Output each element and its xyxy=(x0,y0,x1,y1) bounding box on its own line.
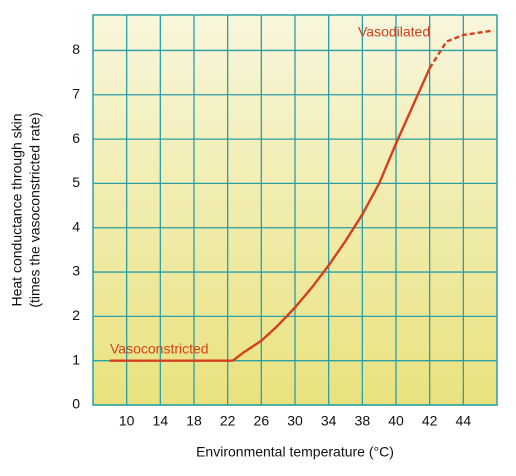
y-tick-label: 4 xyxy=(72,218,80,234)
annotation: Vasoconstricted xyxy=(110,341,209,357)
y-tick-label: 2 xyxy=(72,307,80,323)
x-tick-label: 44 xyxy=(456,413,472,429)
y-tick-label: 8 xyxy=(72,41,80,57)
y-axis-title: (times the vasoconstricted rate) xyxy=(27,112,43,307)
x-tick-label: 34 xyxy=(321,413,337,429)
y-tick-label: 6 xyxy=(72,130,80,146)
x-tick-label: 42 xyxy=(422,413,438,429)
annotation: Vasodilated xyxy=(358,24,430,40)
y-axis-title: Heat conductance through skin xyxy=(9,113,25,306)
line xyxy=(428,29,494,69)
plot-border xyxy=(92,14,498,406)
x-tick-label: 26 xyxy=(254,413,270,429)
x-tick-label: 14 xyxy=(153,413,169,429)
y-tick-label: 3 xyxy=(72,263,80,279)
x-tick-label: 18 xyxy=(186,413,202,429)
x-tick-label: 38 xyxy=(355,413,371,429)
y-tick-label: 1 xyxy=(72,351,80,367)
y-tick-label: 5 xyxy=(72,174,80,190)
y-tick-label: 7 xyxy=(72,85,80,101)
line xyxy=(109,67,431,362)
x-axis-title: Environmental temperature (°C) xyxy=(196,444,394,460)
x-tick-label: 30 xyxy=(287,413,303,429)
x-tick-label: 40 xyxy=(388,413,404,429)
x-tick-label: 22 xyxy=(220,413,236,429)
x-tick-label: 10 xyxy=(119,413,135,429)
y-tick-label: 0 xyxy=(72,396,80,412)
